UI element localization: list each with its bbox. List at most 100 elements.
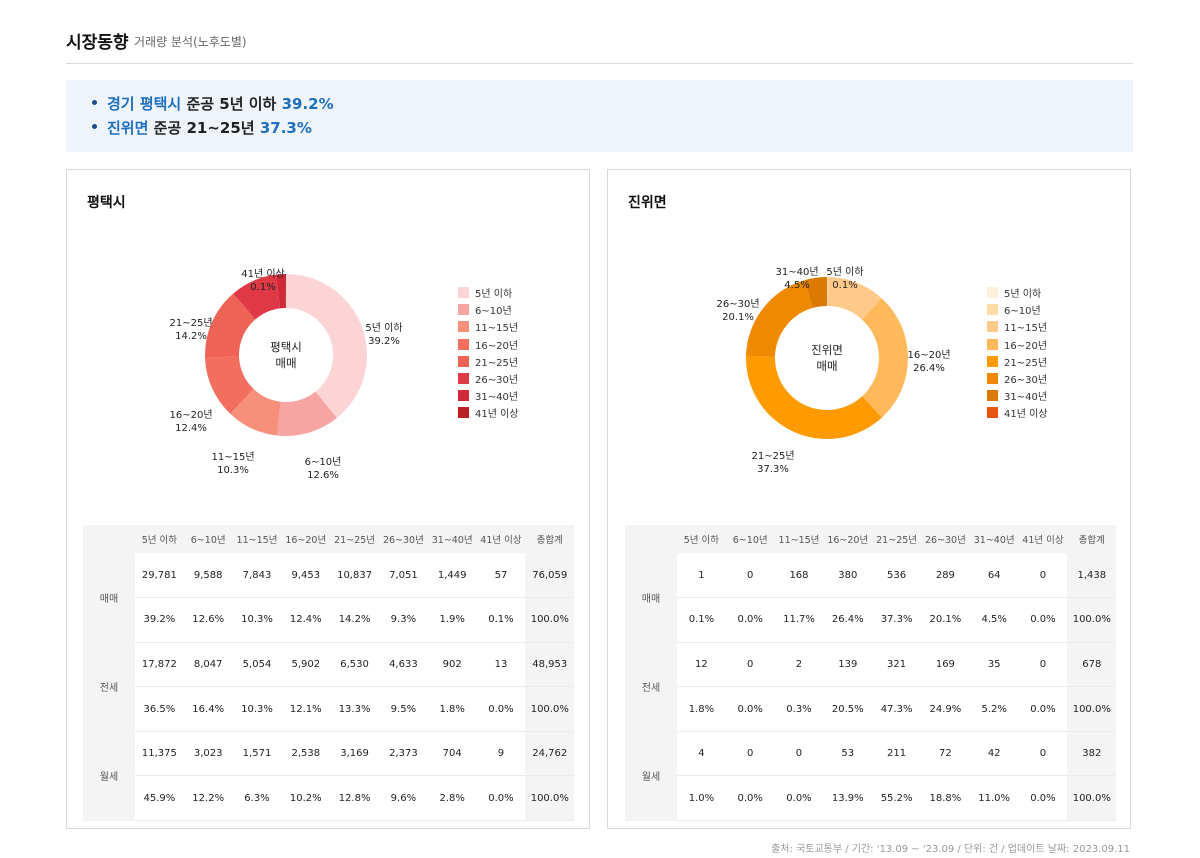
center-label: 진위면: [811, 343, 843, 357]
slice-label: 20.1%: [722, 312, 754, 323]
table-cell: 12.8%: [330, 775, 379, 822]
table-cell: 14.2%: [330, 597, 379, 643]
table-cell: 10.2%: [281, 775, 331, 822]
table-cell: 47.3%: [872, 686, 921, 732]
table-cell: 0: [725, 553, 775, 599]
table-cell: 42: [969, 731, 1019, 777]
legend-item: 26~30년: [987, 370, 1048, 387]
page-subtitle: 거래량 분석(노후도별): [134, 35, 247, 49]
legend-label: 26~30년: [1004, 375, 1048, 387]
donut-slice: [862, 298, 908, 418]
table-cell: 0.0%: [1018, 686, 1068, 732]
column-header: 11~15년: [232, 525, 282, 553]
table-cell: 139: [823, 642, 873, 688]
table-cell: 4,633: [378, 642, 428, 688]
table-cell: 0: [725, 642, 775, 688]
legend-label: 16~20년: [475, 340, 519, 352]
table-cell: 5,054: [232, 642, 282, 688]
table-cell: 380: [823, 553, 873, 599]
summary-box: 경기 평택시 준공 5년 이하 39.2% 진위면 준공 21~25년 37.3…: [66, 80, 1133, 152]
table-cell: 321: [872, 642, 921, 688]
legend-swatch: [458, 407, 469, 419]
row-header: 전세: [625, 642, 677, 732]
table-cell: 0.1%: [677, 597, 726, 643]
legend-item: 21~25년: [458, 353, 519, 370]
table-cell: 902: [427, 642, 477, 688]
table-cell: 3,169: [330, 731, 379, 777]
table-cell: 6,530: [330, 642, 379, 688]
column-header: 41년 이상: [476, 525, 526, 553]
legend-item: 6~10년: [458, 301, 519, 318]
donut-slice: [230, 389, 281, 436]
slice-label: 12.4%: [175, 423, 207, 434]
summary-value: 37.3%: [259, 119, 312, 137]
table-cell: 4: [677, 731, 726, 777]
table-cell: 11.0%: [969, 775, 1019, 822]
table-cell: 100.0%: [1067, 775, 1117, 822]
row-header: 매매: [83, 553, 135, 643]
table-cell: 0.1%: [476, 597, 526, 643]
legend-swatch: [987, 390, 998, 402]
table-cell: 0: [1018, 731, 1068, 777]
legend-swatch: [458, 355, 469, 367]
legend-swatch: [987, 304, 998, 316]
table-header-row: 5년 이하 6~10년 11~15년 16~20년 21~25년 26~30년 31~40년…: [83, 525, 575, 553]
source-note: 출처: 국토교통부 / 기간: '13.09 ~ '23.09 / 단위: 건 …: [771, 844, 1130, 855]
legend-label: 5년 이하: [1004, 289, 1042, 301]
table-cell: 0.0%: [725, 686, 775, 732]
table-corner: [83, 525, 135, 553]
summary-item: 경기 평택시 준공 5년 이하 39.2%: [92, 92, 334, 116]
table-cell: 29,781: [135, 553, 184, 599]
donut-slice: [827, 277, 828, 307]
table-cell: 13.3%: [330, 686, 379, 732]
table-cell: 536: [872, 553, 921, 599]
table-cell: 1.8%: [677, 686, 726, 732]
table-cell: 1,438: [1067, 553, 1117, 599]
slice-label: 21~25년: [169, 317, 212, 329]
legend-label: 6~10년: [475, 306, 512, 318]
table-cell: 17,872: [135, 642, 184, 688]
donut-slice: [286, 274, 367, 419]
legend-label: 11~15년: [1004, 323, 1048, 335]
table-cell: 24,762: [525, 731, 575, 777]
table-cell: 10.3%: [232, 597, 282, 643]
table-header-row: 5년 이하 6~10년 11~15년 16~20년 21~25년 26~30년 31~40년…: [625, 525, 1117, 553]
slice-label: 26~30년: [716, 298, 759, 310]
center-label: 평택시: [270, 340, 302, 354]
panel-title: 평택시: [87, 195, 126, 211]
table-cell: 1: [677, 553, 726, 599]
table-cell: 53: [823, 731, 873, 777]
legend-swatch: [458, 321, 469, 333]
table-cell: 12: [677, 642, 726, 688]
column-header: 16~20년: [823, 525, 873, 553]
table-cell: 72: [920, 731, 970, 777]
column-header: 21~25년: [330, 525, 379, 553]
donut-slice: [205, 356, 254, 414]
table-cell: 0: [774, 731, 824, 777]
legend-item: 11~15년: [987, 318, 1048, 335]
column-header: 6~10년: [183, 525, 233, 553]
legend-swatch: [458, 304, 469, 316]
legend-item: 31~40년: [458, 387, 519, 404]
legend-item: 6~10년: [987, 301, 1048, 318]
table-cell: 9,588: [183, 553, 233, 599]
table-cell: 12.1%: [281, 686, 331, 732]
table-cell: 11,375: [135, 731, 184, 777]
column-header: 31~40년: [969, 525, 1019, 553]
slice-label: 4.5%: [784, 280, 809, 291]
table-cell: 0.0%: [774, 775, 824, 822]
table-cell: 704: [427, 731, 477, 777]
table-cell: 0.0%: [1018, 775, 1068, 822]
donut-slice: [746, 355, 882, 439]
legend-swatch: [458, 390, 469, 402]
table-cell: 4.5%: [969, 597, 1019, 643]
table-cell: 211: [872, 731, 921, 777]
slice-label: 16~20년: [169, 409, 212, 421]
center-label: 매매: [816, 359, 837, 373]
legend-swatch: [987, 338, 998, 350]
table-cell: 0.0%: [725, 597, 775, 643]
legend-swatch: [458, 338, 469, 350]
legend-item: 31~40년: [987, 387, 1048, 404]
table-row: 39.2% 12.6% 10.3% 12.4% 14.2% 9.3% 1.9% 0.1% 100…: [83, 597, 575, 643]
donut-slice: [275, 274, 286, 309]
